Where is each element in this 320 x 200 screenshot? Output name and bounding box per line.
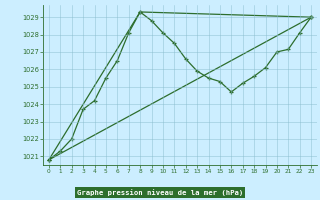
Text: Graphe pression niveau de la mer (hPa): Graphe pression niveau de la mer (hPa) — [77, 189, 243, 196]
